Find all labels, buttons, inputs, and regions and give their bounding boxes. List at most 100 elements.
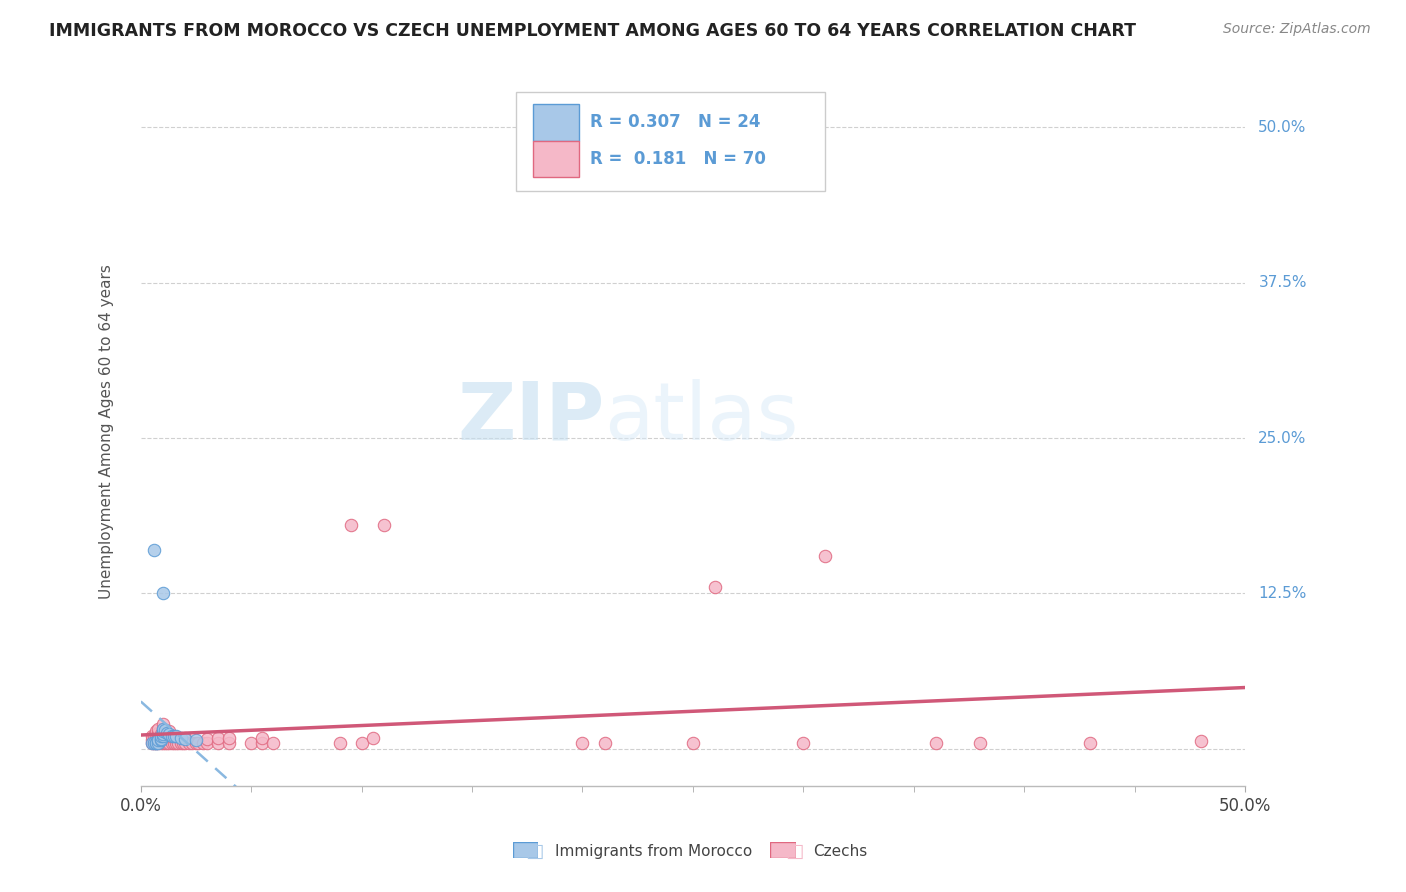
Point xyxy=(149,736,172,750)
Point xyxy=(195,736,218,750)
Text: Czechs: Czechs xyxy=(813,845,868,859)
Point xyxy=(252,731,274,745)
Point xyxy=(207,736,229,750)
Point xyxy=(1189,734,1212,748)
Text: 37.5%: 37.5% xyxy=(1258,275,1306,290)
Point xyxy=(373,518,395,533)
Point xyxy=(682,736,704,750)
FancyBboxPatch shape xyxy=(533,103,579,141)
Text: Immigrants from Morocco: Immigrants from Morocco xyxy=(555,845,752,859)
Y-axis label: Unemployment Among Ages 60 to 64 years: Unemployment Among Ages 60 to 64 years xyxy=(100,264,114,599)
Point xyxy=(153,725,176,739)
Point xyxy=(328,736,350,750)
Text: ZIP: ZIP xyxy=(457,378,605,457)
Point xyxy=(187,736,209,750)
Point xyxy=(925,736,948,750)
Point xyxy=(141,736,163,750)
Point xyxy=(153,736,176,750)
Point xyxy=(143,736,166,750)
Point xyxy=(184,736,207,750)
Point xyxy=(141,736,163,750)
Point xyxy=(184,733,207,747)
Point xyxy=(218,731,240,745)
Point xyxy=(141,730,163,744)
Point xyxy=(174,731,197,746)
Point xyxy=(152,722,174,736)
Point xyxy=(163,731,186,745)
Point xyxy=(149,731,172,746)
Point xyxy=(141,733,163,747)
Point xyxy=(159,727,181,741)
Point xyxy=(1080,736,1102,750)
Point xyxy=(148,736,170,750)
Point xyxy=(163,730,186,744)
Point xyxy=(571,736,593,750)
Point xyxy=(792,736,814,750)
Point xyxy=(167,736,190,750)
FancyBboxPatch shape xyxy=(516,92,825,191)
Point xyxy=(156,731,179,745)
Point xyxy=(152,724,174,739)
Text: 50.0%: 50.0% xyxy=(1258,120,1306,135)
Point xyxy=(814,549,837,563)
Text: Source: ZipAtlas.com: Source: ZipAtlas.com xyxy=(1223,22,1371,37)
Point xyxy=(149,731,172,746)
Point xyxy=(152,731,174,746)
Point xyxy=(143,733,166,747)
Point xyxy=(148,730,170,744)
Text: □: □ xyxy=(785,842,804,862)
Point xyxy=(152,586,174,600)
Point xyxy=(145,733,167,747)
Point xyxy=(191,736,214,750)
Text: □: □ xyxy=(524,842,544,862)
Point xyxy=(172,736,194,750)
Point xyxy=(165,730,187,744)
FancyBboxPatch shape xyxy=(533,141,579,178)
Point xyxy=(179,736,201,750)
Point xyxy=(969,736,991,750)
Point xyxy=(148,725,170,739)
Point xyxy=(262,736,284,750)
Text: R =  0.181   N = 70: R = 0.181 N = 70 xyxy=(591,150,766,168)
Point xyxy=(152,730,174,744)
Point xyxy=(152,722,174,736)
Point xyxy=(143,736,166,750)
Text: 12.5%: 12.5% xyxy=(1258,586,1306,601)
Point xyxy=(174,731,197,745)
Point xyxy=(165,736,187,750)
Point xyxy=(160,736,183,750)
Point xyxy=(149,727,172,741)
Point xyxy=(145,730,167,744)
Point xyxy=(149,733,172,747)
Point xyxy=(152,727,174,741)
Point xyxy=(152,727,174,741)
Point xyxy=(350,736,373,750)
Point xyxy=(153,731,176,745)
Point xyxy=(180,736,202,750)
Point xyxy=(148,736,170,750)
Text: R = 0.307   N = 24: R = 0.307 N = 24 xyxy=(591,113,761,131)
Point xyxy=(156,725,179,739)
Point xyxy=(159,736,181,750)
Point xyxy=(593,736,616,750)
Point xyxy=(143,730,166,744)
Point xyxy=(148,722,170,736)
Point xyxy=(169,731,191,745)
Point xyxy=(252,736,274,750)
Point xyxy=(148,733,170,747)
Point xyxy=(148,733,170,747)
Point xyxy=(240,736,263,750)
Point xyxy=(339,518,361,533)
Point xyxy=(160,730,183,744)
Point xyxy=(704,580,727,594)
Point xyxy=(174,736,197,750)
Point xyxy=(207,731,229,745)
Point xyxy=(159,724,181,739)
Point xyxy=(145,736,167,750)
Point xyxy=(145,724,167,739)
Point xyxy=(153,723,176,738)
Point xyxy=(152,736,174,750)
Text: 25.0%: 25.0% xyxy=(1258,431,1306,445)
Point xyxy=(163,736,186,750)
Point xyxy=(145,736,167,750)
